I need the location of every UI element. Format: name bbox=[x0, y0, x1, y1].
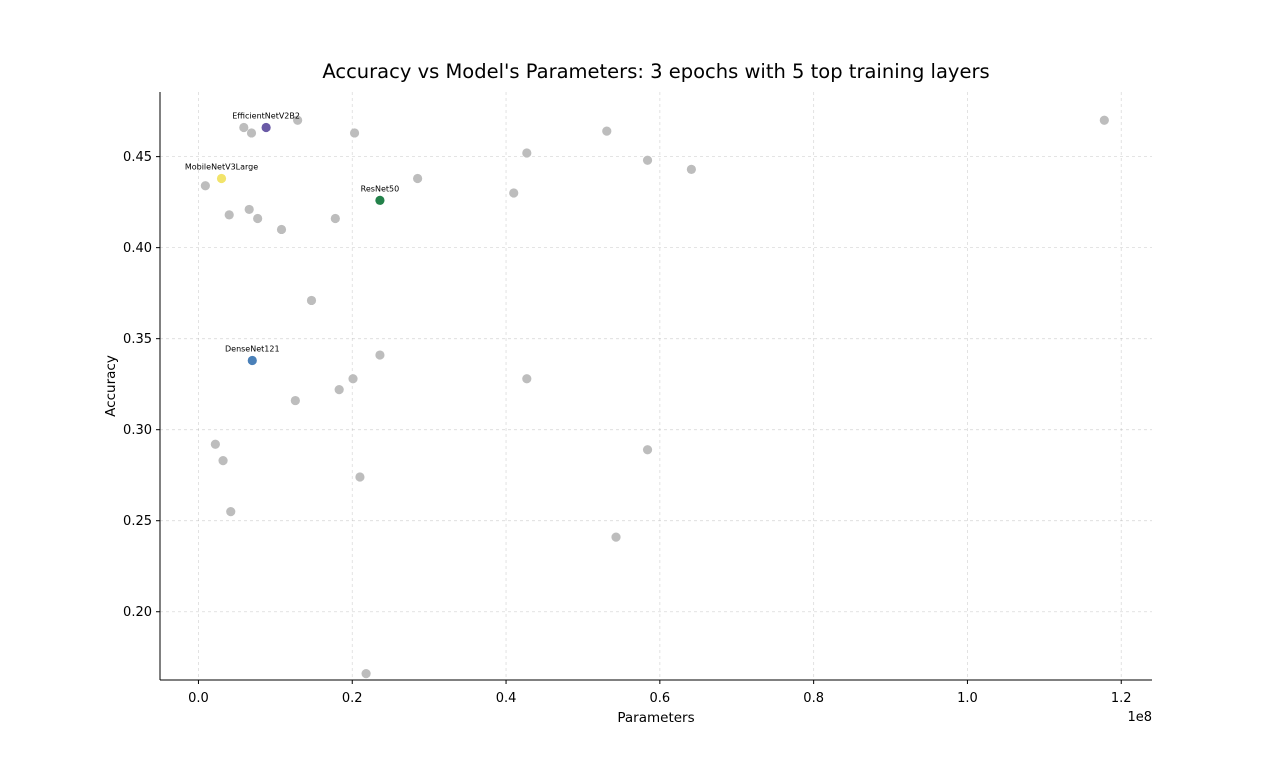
data-point bbox=[253, 213, 263, 224]
data-point bbox=[276, 224, 287, 235]
data-point bbox=[210, 439, 220, 449]
data-point bbox=[602, 126, 612, 136]
chart-title: Accuracy vs Model's Parameters: 3 epochs… bbox=[322, 60, 989, 83]
data-point bbox=[226, 507, 236, 517]
data-point bbox=[293, 115, 303, 125]
data-point bbox=[509, 188, 519, 198]
data-point bbox=[224, 210, 234, 220]
data-point bbox=[1099, 115, 1109, 125]
x-ticks: 0.0 0.2 0.4 0.6 0.8 1.0 1.2 bbox=[188, 680, 1132, 706]
data-point bbox=[642, 445, 653, 455]
y-tick-label: 0.25 bbox=[123, 514, 152, 529]
x-tick-label: 0.8 bbox=[803, 691, 824, 706]
annotations: EfficientNetV2B2 MobileNetV3Large ResNet50… bbox=[185, 111, 399, 353]
data-point bbox=[239, 122, 249, 133]
highlighted-point bbox=[375, 195, 385, 205]
data-point bbox=[355, 472, 365, 482]
y-tick-label: 0.40 bbox=[123, 241, 152, 256]
data-point bbox=[349, 128, 360, 138]
point-annotation: EfficientNetV2B2 bbox=[232, 111, 300, 120]
data-point bbox=[290, 395, 300, 406]
data-point bbox=[244, 204, 254, 215]
x-tick-label: 1.0 bbox=[957, 691, 978, 706]
data-point bbox=[413, 173, 423, 184]
y-tick-label: 0.45 bbox=[123, 150, 152, 165]
data-point bbox=[686, 164, 696, 174]
data-point bbox=[218, 456, 228, 466]
highlighted-point bbox=[216, 173, 227, 184]
x-tick-label: 0.4 bbox=[496, 691, 517, 706]
y-tick-label: 0.30 bbox=[123, 423, 152, 438]
data-point bbox=[642, 155, 653, 165]
x-tick-label: 0.6 bbox=[650, 691, 671, 706]
point-annotation: MobileNetV3Large bbox=[185, 162, 258, 171]
data-point bbox=[348, 374, 358, 384]
data-point bbox=[361, 669, 371, 679]
x-tick-label: 0.2 bbox=[342, 691, 363, 706]
x-axis-offset-label: 1e8 bbox=[1127, 710, 1152, 725]
data-point bbox=[334, 385, 344, 395]
data-points bbox=[200, 115, 1109, 679]
y-axis-label: Accuracy bbox=[103, 355, 119, 417]
data-point bbox=[611, 532, 621, 542]
data-point bbox=[306, 295, 317, 306]
point-annotation: DenseNet121 bbox=[225, 345, 280, 354]
highlighted-point bbox=[261, 122, 271, 133]
y-tick-label: 0.20 bbox=[123, 605, 152, 620]
data-point bbox=[330, 213, 340, 224]
y-ticks: 0.20 0.25 0.30 0.35 0.40 0.45 bbox=[123, 150, 160, 620]
highlighted-point bbox=[247, 355, 257, 366]
y-tick-label: 0.35 bbox=[123, 332, 152, 347]
data-point bbox=[246, 128, 257, 138]
data-point bbox=[375, 350, 385, 360]
x-tick-label: 0.0 bbox=[188, 691, 209, 706]
x-axis-label: Parameters bbox=[617, 710, 694, 726]
x-tick-label: 1.2 bbox=[1111, 691, 1132, 706]
data-point bbox=[200, 181, 210, 191]
axes bbox=[159, 92, 1152, 681]
grid bbox=[160, 92, 1152, 680]
point-annotation: ResNet50 bbox=[361, 184, 400, 193]
data-point bbox=[522, 148, 532, 158]
data-point bbox=[522, 374, 532, 384]
